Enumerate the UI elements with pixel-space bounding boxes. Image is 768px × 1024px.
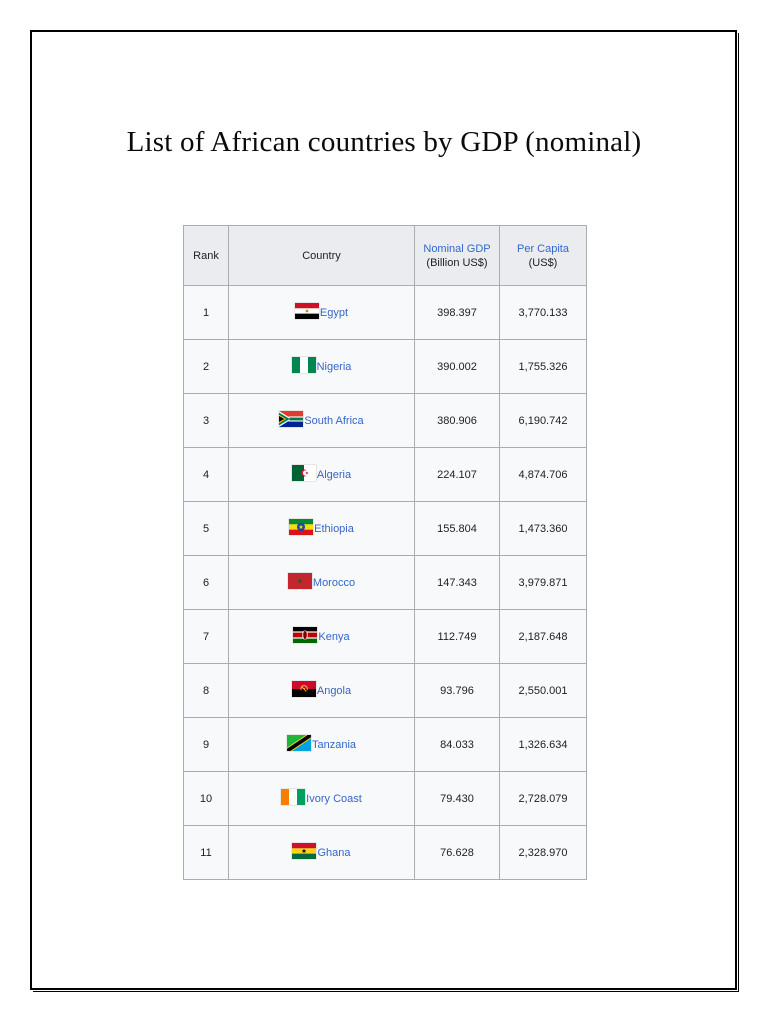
table-row: 10 Ivory Coast 79.430 2,728.079 [183, 771, 587, 826]
country-cell: Nigeria [228, 339, 415, 394]
country-link[interactable]: Ivory Coast [306, 792, 362, 805]
country-cell: Egypt [228, 285, 415, 340]
gdp-cell: 112.749 [414, 609, 500, 664]
country-cell: South Africa [228, 393, 415, 448]
gdp-cell: 155.804 [414, 501, 500, 556]
gdp-cell: 84.033 [414, 717, 500, 772]
rank-cell: 4 [183, 447, 229, 502]
rank-cell: 6 [183, 555, 229, 610]
per-capita-cell: 3,770.133 [499, 285, 587, 340]
table-row: 9 Tanzania 84.033 1,326.634 [183, 717, 587, 772]
rank-cell: 7 [183, 609, 229, 664]
table-row: 2 Nigeria 390.002 1,755.326 [183, 339, 587, 394]
rank-cell: 11 [183, 825, 229, 880]
table-row: 3 South Africa 380.906 6,190.742 [183, 393, 587, 448]
country-link[interactable]: Algeria [316, 468, 352, 481]
per-capita-cell: 2,328.970 [499, 825, 587, 880]
per-capita-cell: 3,979.871 [499, 555, 587, 610]
rank-cell: 1 [183, 285, 229, 340]
country-link[interactable]: Nigeria [316, 360, 352, 373]
per-capita-cell: 2,728.079 [499, 771, 587, 826]
rank-cell: 10 [183, 771, 229, 826]
flag-nigeria-icon [291, 357, 316, 373]
per-capita-link[interactable]: Per Capita [517, 242, 569, 255]
per-capita-cell: 2,187.648 [499, 609, 587, 664]
gdp-cell: 147.343 [414, 555, 500, 610]
country-cell: Kenya [228, 609, 415, 664]
country-link[interactable]: Angola [316, 684, 352, 697]
gdp-cell: 224.107 [414, 447, 500, 502]
gdp-cell: 93.796 [414, 663, 500, 718]
flag-morocco-icon [287, 573, 312, 589]
flag-ethiopia-icon [289, 519, 314, 535]
table-row: 11 Ghana 76.628 2,328.970 [183, 825, 587, 880]
per-capita-cell: 1,326.634 [499, 717, 587, 772]
table-row: 1 Egypt 398.397 3,770.133 [183, 285, 587, 340]
rank-cell: 9 [183, 717, 229, 772]
per-capita-unit: (US$) [528, 256, 558, 269]
country-cell: Ivory Coast [228, 771, 415, 826]
country-cell: Ghana [228, 825, 415, 880]
table-header-row: Rank Country Nominal GDP (Billion US$) P… [183, 225, 587, 286]
per-capita-cell: 2,550.001 [499, 663, 587, 718]
gdp-cell: 390.002 [414, 339, 500, 394]
rank-cell: 2 [183, 339, 229, 394]
flag-angola-icon [291, 681, 316, 697]
gdp-cell: 380.906 [414, 393, 500, 448]
flag-ghana-icon [292, 843, 317, 859]
nominal-gdp-link[interactable]: Nominal GDP [423, 242, 491, 255]
gdp-table: Rank Country Nominal GDP (Billion US$) P… [183, 225, 587, 880]
country-link[interactable]: South Africa [304, 414, 364, 427]
per-capita-cell: 4,874.706 [499, 447, 587, 502]
flag-ivory-coast-icon [281, 789, 306, 805]
country-link[interactable]: Morocco [312, 576, 356, 589]
country-cell: Morocco [228, 555, 415, 610]
flag-algeria-icon [291, 465, 316, 481]
flag-kenya-icon [293, 627, 318, 643]
header-per-capita: Per Capita (US$) [499, 225, 587, 286]
header-country: Country [228, 225, 415, 286]
flag-south-africa-icon [279, 411, 304, 427]
rank-cell: 8 [183, 663, 229, 718]
gdp-cell: 398.397 [414, 285, 500, 340]
country-link[interactable]: Tanzania [311, 738, 357, 751]
nominal-gdp-unit: (Billion US$) [426, 256, 488, 269]
table-row: 4 Algeria 224.107 4,874.706 [183, 447, 587, 502]
country-link[interactable]: Egypt [319, 306, 349, 319]
table-row: 8 Angola 93.796 2,550.001 [183, 663, 587, 718]
country-link[interactable]: Ethiopia [314, 522, 354, 535]
country-link[interactable]: Ghana [317, 846, 351, 859]
flag-egypt-icon [294, 303, 319, 319]
header-nominal-gdp: Nominal GDP (Billion US$) [414, 225, 500, 286]
page-title: List of African countries by GDP (nomina… [126, 126, 642, 158]
table-row: 7 Kenya 112.749 2,187.648 [183, 609, 587, 664]
header-rank: Rank [183, 225, 229, 286]
gdp-cell: 76.628 [414, 825, 500, 880]
per-capita-cell: 1,473.360 [499, 501, 587, 556]
country-cell: Tanzania [228, 717, 415, 772]
country-cell: Angola [228, 663, 415, 718]
table-row: 6 Morocco 147.343 3,979.871 [183, 555, 587, 610]
per-capita-cell: 6,190.742 [499, 393, 587, 448]
rank-cell: 5 [183, 501, 229, 556]
flag-tanzania-icon [286, 735, 311, 751]
per-capita-cell: 1,755.326 [499, 339, 587, 394]
country-cell: Ethiopia [228, 501, 415, 556]
rank-cell: 3 [183, 393, 229, 448]
country-link[interactable]: Kenya [318, 630, 350, 643]
country-cell: Algeria [228, 447, 415, 502]
table-row: 5 Ethiopia 155.804 1,473.360 [183, 501, 587, 556]
gdp-cell: 79.430 [414, 771, 500, 826]
